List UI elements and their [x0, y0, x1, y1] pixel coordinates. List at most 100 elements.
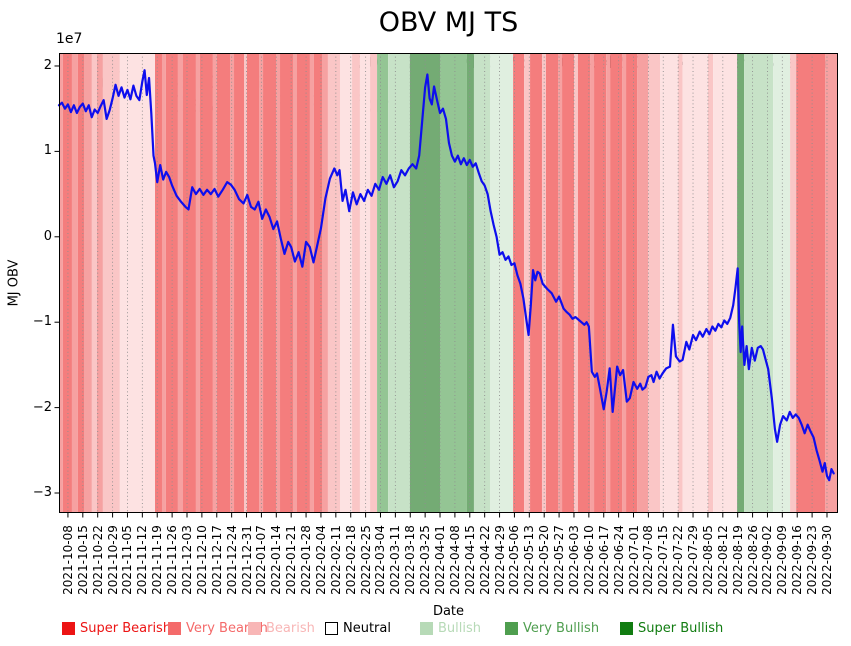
x-tick-label: 2022-05-06 — [507, 525, 522, 595]
obv-line — [57, 69, 835, 482]
sentiment-band-BUL — [490, 53, 514, 513]
y-axis-label: MJ OBV — [6, 259, 22, 307]
sentiment-band-B — [91, 53, 97, 513]
x-tick-label: 2022-07-29 — [686, 525, 701, 595]
sentiment-band-B — [244, 53, 247, 513]
legend-item-bearish: Bearish — [248, 620, 315, 636]
legend-swatch-icon — [420, 621, 433, 635]
legend-label: Super Bearish — [80, 620, 172, 636]
x-tick-label: 2022-01-28 — [299, 525, 314, 595]
legend-swatch-icon — [62, 621, 75, 635]
sentiment-band-BL — [659, 53, 679, 513]
sentiment-band-SB — [530, 53, 542, 513]
x-tick-label: 2022-08-05 — [700, 525, 715, 595]
x-tick-label: 2022-03-11 — [388, 525, 403, 595]
sentiment-band-SB — [263, 53, 277, 513]
sentiment-band-BL — [713, 53, 738, 513]
x-tick-label: 2022-02-04 — [313, 525, 328, 595]
sentiment-band-SB — [165, 53, 178, 513]
x-tick-label: 2022-02-11 — [328, 525, 343, 595]
x-tick-label: 2022-03-18 — [403, 525, 418, 595]
sentiment-band-VB — [622, 53, 627, 513]
sentiment-band-SB — [296, 53, 310, 513]
x-tick-label: 2021-11-26 — [165, 525, 180, 595]
x-tick-label: 2022-05-13 — [522, 525, 537, 595]
x-tick-label: 2022-09-30 — [819, 525, 834, 595]
x-axis-label: Date — [432, 604, 465, 619]
sentiment-band-B — [102, 53, 120, 513]
sentiment-band-VB — [309, 53, 314, 513]
y-tick-label: −1 — [32, 314, 52, 330]
x-tick-label: 2022-08-26 — [745, 525, 760, 595]
sentiment-band-SB — [62, 53, 72, 513]
legend-label: Very Bullish — [523, 620, 600, 636]
x-tick-label: 2021-10-15 — [75, 525, 90, 595]
x-tick-label: 2022-02-18 — [343, 525, 358, 595]
x-tick-label: 2022-09-16 — [790, 525, 805, 595]
sentiment-band-SB — [796, 53, 826, 513]
sentiment-band-B — [541, 53, 546, 513]
x-tick-label: 2021-12-10 — [194, 525, 209, 595]
sentiment-band-SB — [182, 53, 196, 513]
x-tick-label: 2022-06-03 — [566, 525, 581, 595]
sentiment-band-SB — [246, 53, 260, 513]
x-tick-label: 2022-09-02 — [760, 525, 775, 595]
legend-label: Bullish — [438, 620, 482, 636]
sentiment-band-VB — [195, 53, 200, 513]
sentiment-band-VB — [161, 53, 166, 513]
x-tick-label: 2022-04-22 — [477, 525, 492, 595]
x-tick-label: 2021-12-17 — [209, 525, 224, 595]
sentiment-band-VB — [259, 53, 264, 513]
legend-swatch-icon — [248, 621, 261, 635]
sentiment-band-BU — [388, 53, 410, 513]
sentiment-band-B — [790, 53, 797, 513]
x-tick-label: 2022-08-19 — [730, 525, 745, 595]
sentiment-band-SB — [216, 53, 231, 513]
x-tick-label: 2022-01-14 — [269, 525, 284, 595]
sentiment-band-BL — [339, 53, 353, 513]
x-tick-label: 2021-10-22 — [90, 525, 105, 595]
x-tick-label: 2021-12-24 — [224, 525, 239, 595]
sentiment-band-BL — [682, 53, 708, 513]
legend-item-bullish: Bullish — [420, 620, 481, 636]
sentiment-band-SBU — [409, 53, 441, 513]
sentiment-band-VB — [177, 53, 183, 513]
x-tick-label: 2022-04-15 — [462, 525, 477, 595]
sentiment-band-VB — [84, 53, 92, 513]
sentiment-band-SBU — [466, 53, 474, 513]
y-tick-label: −3 — [32, 485, 52, 500]
legend-label: Very Bearish — [186, 620, 268, 636]
legend-swatch-icon — [325, 621, 338, 635]
legend-swatch-icon — [505, 621, 518, 635]
x-tick-label: 2021-11-19 — [150, 525, 165, 595]
legend-item-neutral: Neutral — [325, 620, 391, 636]
sentiment-band-BL — [359, 53, 371, 513]
sentiment-band-VB — [96, 53, 103, 513]
x-tick-label: 2022-01-07 — [254, 525, 269, 595]
legend-item-very-bullish: Very Bullish — [505, 620, 599, 636]
sentiment-band-BU — [473, 53, 491, 513]
sentiment-band-SB — [313, 53, 322, 513]
legend-label: Super Bullish — [638, 620, 724, 636]
sentiment-band-B — [370, 53, 378, 513]
sentiment-band-VB — [292, 53, 297, 513]
y-tick-label: 0 — [43, 228, 52, 244]
sentiment-band-SB — [77, 53, 85, 513]
x-tick-label: 2021-10-29 — [105, 525, 120, 595]
sentiment-band-B — [678, 53, 683, 513]
x-tick-label: 2022-06-10 — [581, 525, 596, 595]
x-tick-label: 2022-05-27 — [552, 525, 567, 595]
sentiment-band-VB — [321, 53, 328, 513]
x-tick-label: 2022-03-25 — [418, 525, 433, 595]
sentiment-band-VB — [590, 53, 595, 513]
sentiment-band-SB — [154, 53, 162, 513]
x-tick-label: 2022-05-20 — [537, 525, 552, 595]
chart-title: OBV MJ TS — [378, 7, 519, 38]
sentiment-band-B — [574, 53, 578, 513]
x-tick-label: 2022-08-12 — [715, 525, 730, 595]
sentiment-band-SB — [562, 53, 575, 513]
x-tick-label: 2022-03-04 — [373, 525, 388, 595]
sentiment-band-SB — [199, 53, 213, 513]
legend-item-very-bearish: Very Bearish — [168, 620, 268, 636]
x-tick-label: 2022-07-15 — [656, 525, 671, 595]
